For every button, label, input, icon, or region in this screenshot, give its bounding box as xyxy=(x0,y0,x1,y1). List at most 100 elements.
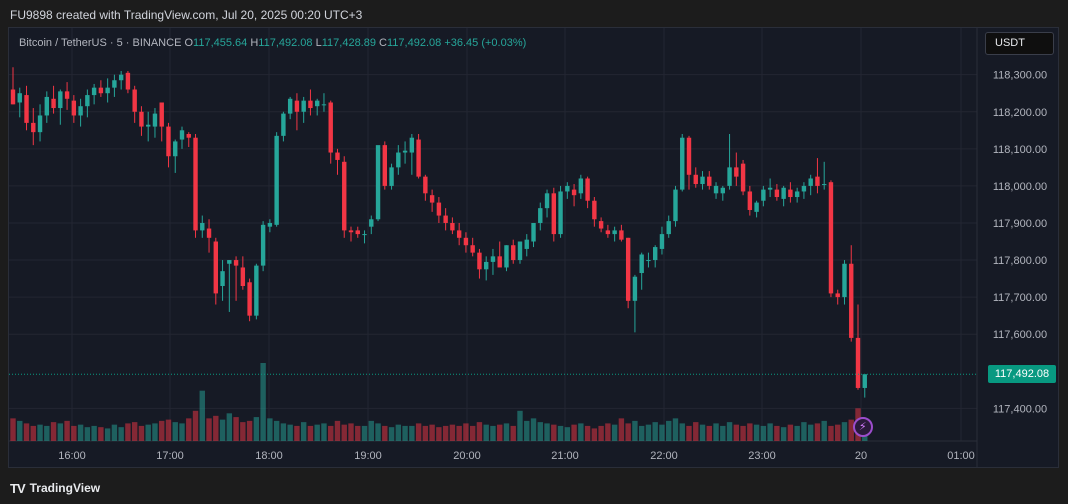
candle-body xyxy=(585,178,590,201)
volume-bar xyxy=(463,423,469,441)
y-tick-label: 117,600.00 xyxy=(993,329,1047,341)
candle-body xyxy=(713,185,719,194)
candle-body xyxy=(206,228,212,238)
symbol-label[interactable]: Bitcoin / TetherUS · 5 · BINANCE xyxy=(19,37,182,49)
candle-body xyxy=(754,202,759,212)
candle-body xyxy=(186,134,191,138)
volume-bar xyxy=(652,422,658,441)
bolt-icon[interactable]: ⚡ xyxy=(852,417,873,437)
volume-bar xyxy=(409,425,415,441)
candle-body xyxy=(227,260,232,264)
candle-body xyxy=(565,185,570,192)
volume-bar xyxy=(638,425,645,441)
volume-bar xyxy=(348,423,354,441)
volume-bar xyxy=(395,424,402,441)
volume-bar xyxy=(605,423,611,441)
volume-bar xyxy=(98,427,104,441)
volume-bar xyxy=(544,423,550,441)
low-value: 117,428.89 xyxy=(321,37,376,49)
volume-bar xyxy=(294,425,300,441)
volume-bar xyxy=(787,424,794,441)
candle-body xyxy=(260,224,266,266)
y-tick-label: 118,100.00 xyxy=(993,144,1047,156)
volume-bar xyxy=(77,424,84,441)
candle-body xyxy=(443,215,448,223)
candle-body xyxy=(734,167,739,177)
volume-bar xyxy=(300,422,307,441)
candle-body xyxy=(794,191,800,198)
volume-bar xyxy=(449,424,456,441)
chart-area[interactable]: 118,300.00 118,200.00 118,100.00 118,000.00… xyxy=(8,27,1059,468)
candle-body xyxy=(321,104,327,106)
volume-bar xyxy=(280,423,287,441)
candle-body xyxy=(51,98,56,109)
volume-bar xyxy=(510,425,516,441)
candle-body xyxy=(423,176,428,194)
volume-bar xyxy=(307,425,314,441)
volume-bar xyxy=(213,415,219,441)
brand-name[interactable]: TradingView xyxy=(29,481,101,495)
volume-bar xyxy=(828,425,834,441)
volume-bar xyxy=(774,425,780,441)
volume-bar xyxy=(726,422,733,441)
close-value: 117,492.08 xyxy=(387,37,442,49)
candle-body xyxy=(146,124,151,127)
volume-bar xyxy=(30,425,36,441)
volume-bar xyxy=(672,418,679,441)
candle-body xyxy=(389,167,394,186)
volume-bar xyxy=(564,427,571,441)
candle-body xyxy=(274,135,279,225)
volume-bar xyxy=(382,425,388,441)
volume-bar xyxy=(125,423,131,441)
volume-bar xyxy=(341,424,347,441)
x-tick-label: 17:00 xyxy=(156,450,184,462)
volume-bar xyxy=(84,427,91,441)
volume-bar xyxy=(686,425,692,441)
candlestick-chart[interactable]: 118,300.00 118,200.00 118,100.00 118,000.00… xyxy=(9,28,1059,468)
candle-body xyxy=(767,187,773,190)
candle-body xyxy=(369,219,374,227)
candle-body xyxy=(31,122,36,133)
volume-bar xyxy=(530,418,537,441)
candle-body xyxy=(470,245,475,253)
volume-bar xyxy=(693,422,699,441)
volume-bar xyxy=(611,424,618,441)
volume-bar xyxy=(57,423,64,441)
candle-body xyxy=(544,193,550,209)
volume-bar xyxy=(557,425,564,441)
candle-body xyxy=(450,222,455,231)
x-tick-label: 01:00 xyxy=(947,450,975,462)
volume-bar xyxy=(328,425,334,441)
candle-body xyxy=(835,293,840,298)
volume-bar xyxy=(172,422,178,441)
candle-body xyxy=(17,93,22,103)
candle-body xyxy=(24,95,29,123)
currency-button[interactable]: USDT xyxy=(985,32,1054,55)
candle-body xyxy=(551,193,556,235)
volume-bar xyxy=(273,420,280,441)
candle-body xyxy=(822,184,827,186)
candle-body xyxy=(429,195,435,203)
candle-body xyxy=(808,178,813,186)
volume-bar xyxy=(152,423,158,441)
candle-body xyxy=(484,261,489,270)
volume-bar xyxy=(632,420,638,441)
y-tick-label: 117,400.00 xyxy=(993,403,1047,415)
volume-bar xyxy=(537,422,543,441)
candle-body xyxy=(801,185,807,192)
candle-body xyxy=(659,234,665,249)
candle-body xyxy=(463,237,469,246)
volume-bar xyxy=(334,420,341,441)
candle-body xyxy=(247,282,252,316)
volume-bar xyxy=(625,423,631,441)
candle-body xyxy=(511,245,516,261)
candle-body xyxy=(294,100,300,112)
candle-body xyxy=(456,230,462,238)
candle-body xyxy=(781,187,786,199)
candle-body xyxy=(328,102,333,153)
volume-bar xyxy=(456,425,462,441)
candle-body xyxy=(720,187,725,194)
candle-body xyxy=(517,241,523,261)
tradingview-logo-icon[interactable]: TV xyxy=(10,480,26,496)
candle-body xyxy=(673,189,678,222)
